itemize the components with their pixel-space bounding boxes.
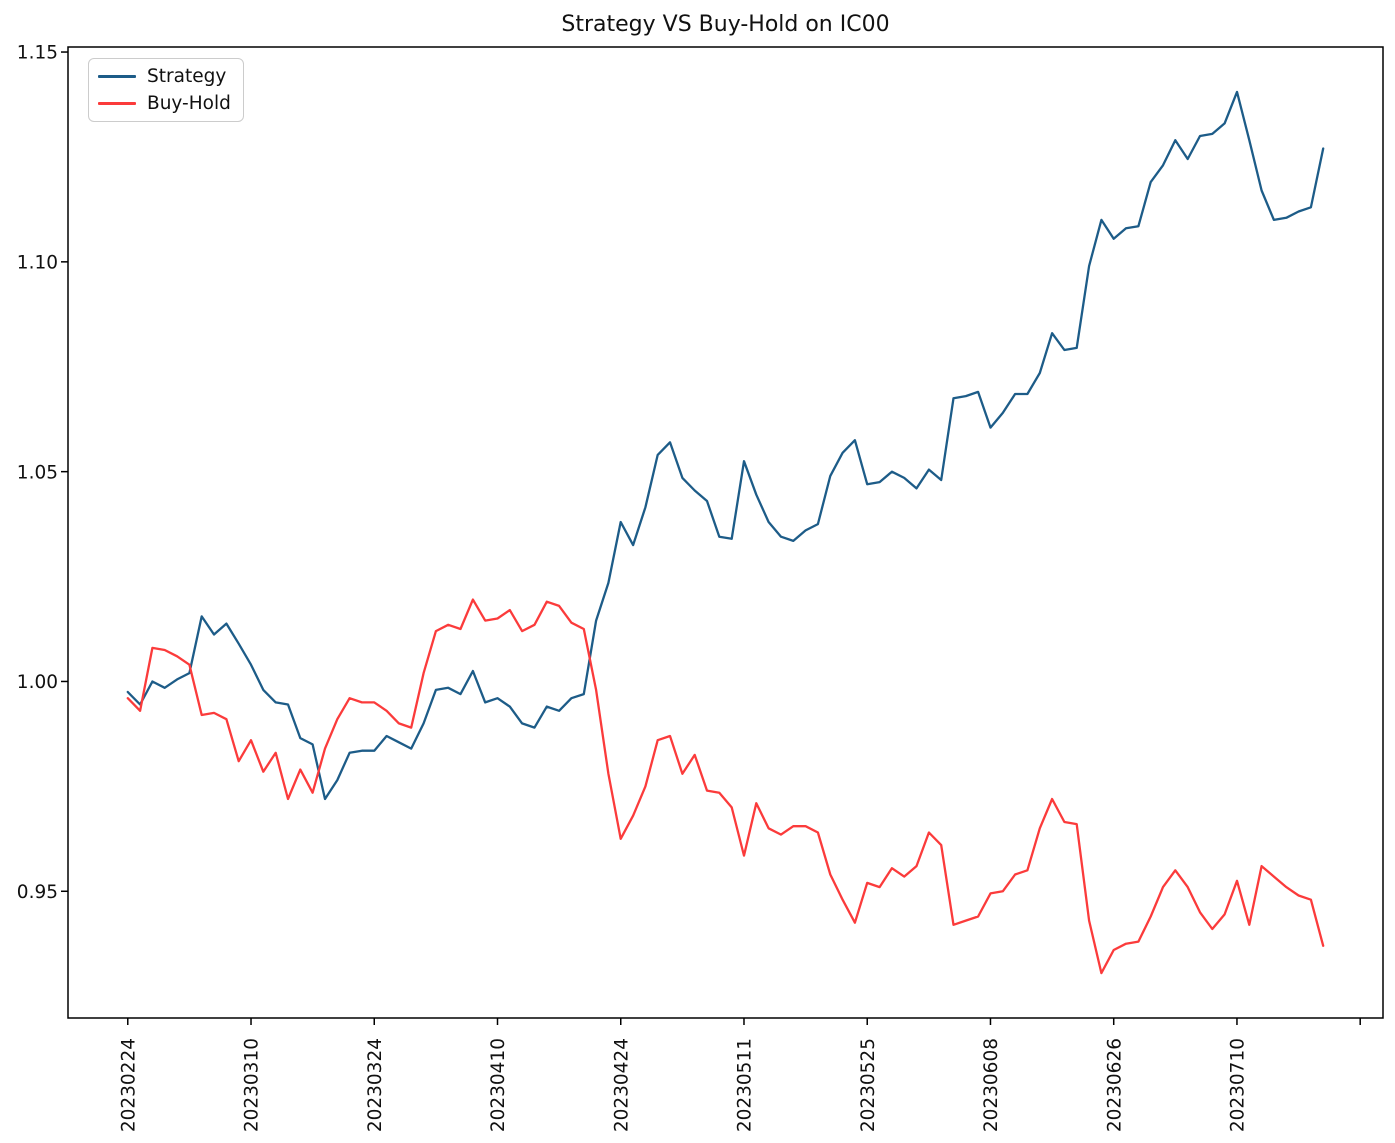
x-tick-label: 20230310 [242,1038,263,1132]
legend-entry-buyhold: Buy-Hold [89,90,243,117]
x-tick-label: 20230626 [1104,1038,1125,1132]
x-tick-label: 20230710 [1228,1038,1249,1132]
x-tick-label: 20230525 [858,1038,879,1132]
y-tick-label: 1.00 [17,672,58,693]
chart-title: Strategy VS Buy-Hold on IC00 [561,12,890,37]
strategy-line-swatch [98,75,136,78]
y-tick-label: 0.95 [17,882,58,903]
x-tick-label: 20230224 [118,1038,139,1132]
x-tick-label: 20230324 [365,1038,386,1132]
legend-entry-strategy: Strategy [89,63,243,90]
legend: Strategy Buy-Hold [88,58,244,122]
axes-frame [67,46,1384,1019]
legend-label-strategy: Strategy [147,66,227,87]
buy-hold-line [126,598,1325,975]
x-tick-label: 20230424 [611,1038,632,1132]
strategy-line [126,90,1325,801]
buyhold-line-swatch [98,102,136,105]
x-tick-label: 20230410 [488,1038,509,1132]
y-tick-label: 1.05 [17,462,58,483]
legend-label-buyhold: Buy-Hold [147,93,231,114]
x-tick-label: 20230608 [981,1038,1002,1132]
x-tick-label: 20230511 [735,1038,756,1132]
y-tick-label: 1.15 [17,43,58,64]
y-tick-label: 1.10 [17,253,58,274]
